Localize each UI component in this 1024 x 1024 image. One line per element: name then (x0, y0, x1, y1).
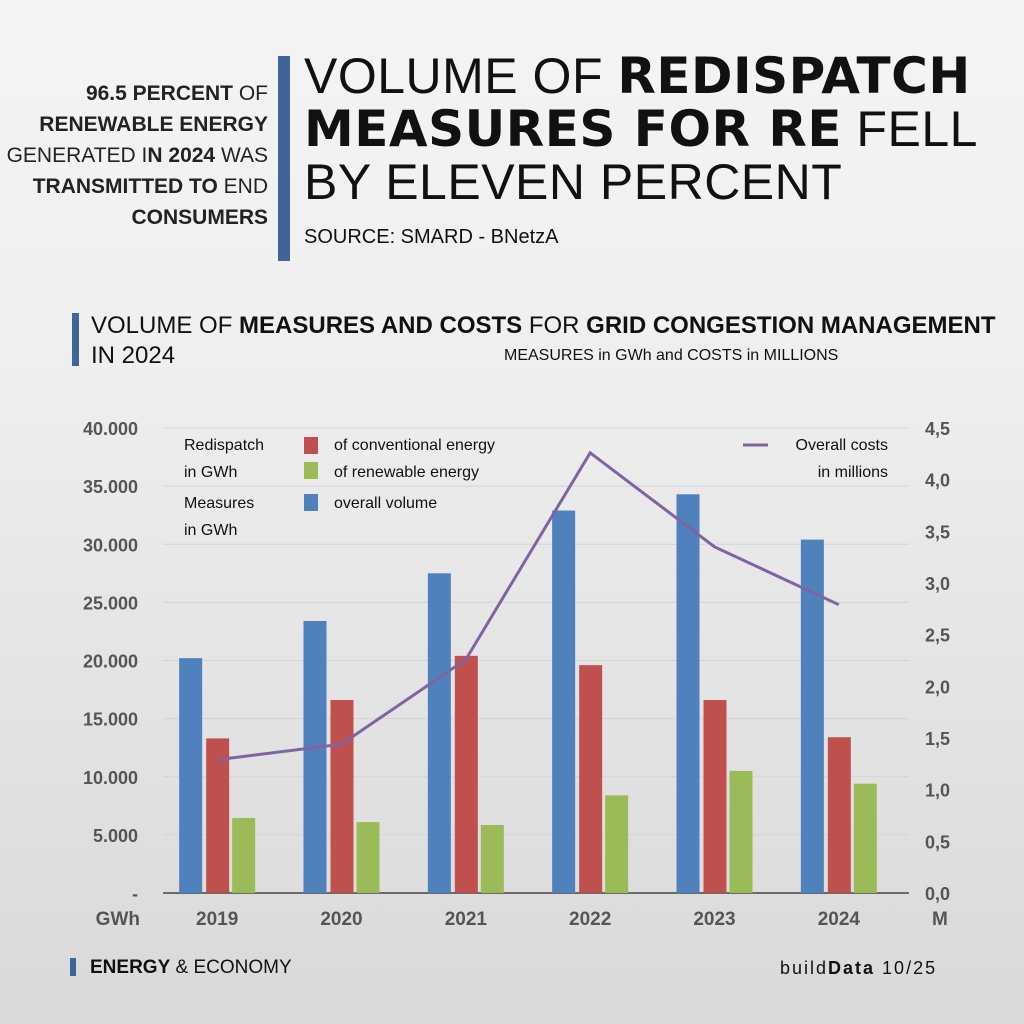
left-axis-unit: GWh (96, 909, 140, 930)
brand: buildData 10/25 (780, 958, 937, 979)
bar-renewable (480, 824, 504, 893)
x-tick-label: 2020 (320, 909, 362, 930)
legend-group-label: in GWh (184, 522, 237, 539)
bar-overall (552, 510, 576, 893)
chart-title: VOLUME OF MEASURES AND COSTS FOR GRID CO… (91, 311, 1024, 371)
side-note-part: CONSUMERS (131, 206, 268, 229)
legend-label: of renewable energy (334, 464, 479, 481)
side-note-part: TRANSMITTED TO (32, 175, 218, 198)
bar-conventional (330, 700, 354, 893)
brand-bold: Data (828, 958, 876, 978)
accent-bar (72, 313, 79, 366)
footer-section: ENERGY & ECONOMY (90, 957, 292, 979)
side-note-part: 96.5 PERCENT (85, 82, 233, 105)
side-note-part: WAS (215, 144, 268, 167)
right-tick-label: 1,0 (925, 781, 950, 801)
bar-renewable (356, 822, 380, 893)
left-tick-label: 35.000 (83, 477, 138, 497)
x-tick-label: 2022 (569, 909, 611, 930)
title-part: FOR (522, 312, 587, 339)
bar-renewable (232, 818, 256, 893)
right-tick-label: 4,5 (925, 419, 950, 439)
left-tick-label: 10.000 (83, 768, 138, 788)
bar-conventional (827, 737, 851, 893)
accent-bar (70, 958, 76, 976)
side-note-part: END (217, 175, 268, 198)
headline-text: VOLUME OF (304, 48, 618, 104)
right-tick-label: 2,5 (925, 626, 950, 646)
title-part: MEASURES AND COSTS (239, 312, 523, 339)
right-tick-label: 0,0 (925, 884, 950, 904)
legend-label: Overall costs (796, 437, 888, 454)
headline-text: FELL (842, 101, 978, 157)
bar-renewable (729, 770, 753, 893)
bar-overall (303, 620, 327, 893)
bar-overall (179, 658, 203, 893)
brand-light: build (780, 958, 829, 978)
legend-group-label: Measures (184, 495, 254, 512)
bar-overall (676, 494, 700, 893)
side-note-part: GENERATED I (6, 144, 148, 167)
accent-bar (278, 56, 290, 261)
legend-swatch (304, 494, 318, 511)
bar-renewable (605, 795, 629, 893)
legend-label: overall volume (334, 495, 437, 512)
right-tick-label: 3,0 (925, 574, 950, 594)
right-tick-label: 0,5 (925, 832, 950, 852)
bar-conventional (579, 665, 603, 893)
footer-text: & ECONOMY (170, 957, 292, 978)
headline-text: MEASURES FOR RE (304, 100, 843, 158)
source: SOURCE: SMARD - BNetzA (304, 226, 559, 248)
bar-renewable (853, 783, 877, 893)
bar-overall (800, 539, 824, 893)
legend-label: in millions (818, 464, 888, 481)
right-tick-label: 1,5 (925, 729, 950, 749)
legend-swatch (304, 437, 318, 454)
right-tick-label: 2,0 (925, 677, 950, 697)
x-tick-label: 2024 (818, 909, 861, 930)
bar-conventional (454, 655, 478, 893)
headline: VOLUME OF REDISPATCH MEASURES FOR RE FEL… (304, 50, 978, 209)
left-tick-label: 20.000 (83, 652, 138, 672)
title-part: VOLUME OF (91, 312, 240, 339)
footer-bold: ENERGY (90, 957, 171, 978)
issue: 10/25 (875, 958, 938, 978)
units-note: MEASURES in GWh and COSTS in MILLIONS (504, 347, 839, 364)
bar-conventional (703, 700, 727, 893)
left-tick-label: - (132, 884, 138, 904)
legend-group-label: in GWh (184, 464, 237, 481)
bar-overall (427, 573, 451, 893)
headline-text: REDISPATCH (617, 47, 971, 105)
legend-label: of conventional energy (334, 437, 495, 454)
right-tick-label: 3,5 (925, 522, 950, 542)
left-tick-label: 5.000 (93, 826, 138, 846)
side-note-part: OF (233, 82, 268, 105)
right-axis-unit: M (932, 909, 948, 930)
left-tick-label: 15.000 (83, 710, 138, 730)
x-tick-label: 2023 (693, 909, 735, 930)
x-tick-label: 2021 (445, 909, 488, 930)
left-tick-label: 30.000 (83, 535, 138, 555)
right-tick-label: 4,0 (925, 471, 950, 491)
cost-line (216, 450, 840, 762)
side-note: 96.5 PERCENT OF RENEWABLE ENERGY GENERAT… (0, 78, 268, 233)
legend-group-label: Redispatch (184, 437, 264, 454)
side-note-part: RENEWABLE ENERGY (39, 113, 268, 136)
left-tick-label: 25.000 (83, 593, 138, 613)
title-part: GRID CONGESTION MANAGEMENT (586, 312, 996, 339)
headline-text: BY ELEVEN PERCENT (304, 154, 843, 210)
legend-swatch (304, 462, 318, 479)
x-tick-label: 2019 (196, 909, 238, 930)
title-part: IN 2024 (91, 342, 176, 369)
left-tick-label: 40.000 (83, 419, 138, 439)
side-note-part: N 2024 (147, 144, 216, 167)
bar-conventional (206, 738, 230, 893)
